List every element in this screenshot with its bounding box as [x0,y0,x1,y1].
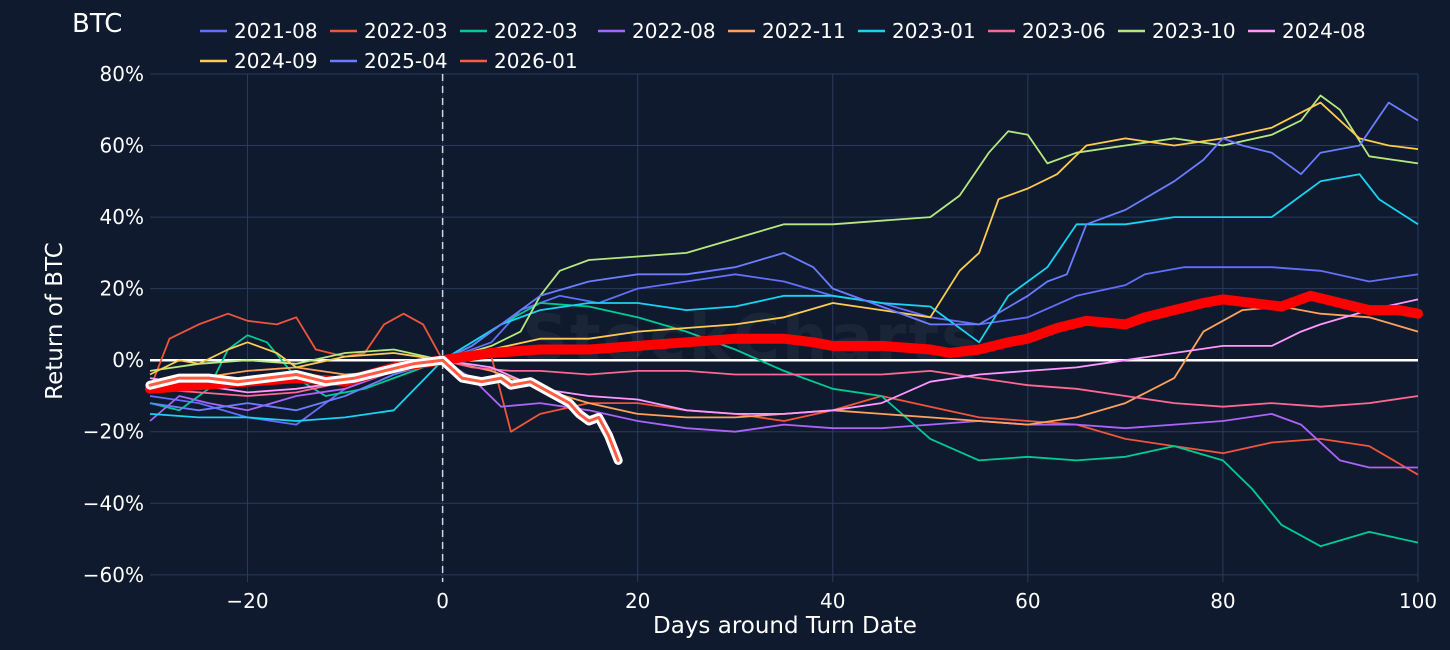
series-line-2023-10[interactable] [149,94,1419,372]
y-tick-label: 60% [100,134,144,158]
legend-item-2023-06[interactable]: 2023-06 [988,19,1106,43]
y-axis-title: Return of BTC [42,242,68,400]
legend-label: 2024-08 [1282,19,1366,43]
legend-label: 2022-03 [364,19,448,43]
legend-item-2021-08[interactable]: 2021-08 [200,19,318,43]
legend-item-2024-08[interactable]: 2024-08 [1248,19,1366,43]
legend-item-2026-01[interactable]: 2026-01 [460,49,578,73]
series-line-2026-01[interactable] [148,358,620,462]
legend-item-2022-11[interactable]: 2022-11 [728,19,846,43]
y-tick-label: −40% [83,491,144,515]
legend-label: 2023-01 [892,19,976,43]
legend-label: 2021-08 [234,19,318,43]
x-axis-title: Days around Turn Date [653,613,917,639]
x-tick-label: 80 [1210,589,1235,613]
legend-label: 2023-10 [1152,19,1236,43]
legend[interactable]: 2021-08 2022-03 2022-03 2022-08 2022-11 2023-… [200,19,1366,73]
y-tick-label: −20% [83,420,144,444]
y-tick-label: −60% [83,563,144,587]
y-tick-label: 20% [100,277,144,301]
series-line-2022-08[interactable] [149,359,1418,469]
legend-item-2023-01[interactable]: 2023-01 [858,19,976,43]
legend-item-2024-09[interactable]: 2024-09 [200,49,318,73]
y-tick-label: 0% [112,348,144,372]
series-line-2022-03[interactable] [149,312,1419,476]
y-tick-label: 80% [100,62,144,86]
x-tick-label: −20 [226,589,268,613]
chart-title: BTC [72,9,122,39]
legend-label: 2024-09 [234,49,318,73]
legend-label: 2022-03 [494,19,578,43]
legend-label: 2022-08 [632,19,716,43]
x-tick-label: 60 [1015,589,1040,613]
series-layer [145,94,1423,548]
legend-label: 2025-04 [364,49,448,73]
legend-item-2022-03[interactable]: 2022-03 [460,19,578,43]
series-line-2024-09[interactable] [149,101,1419,376]
legend-item-2022-03[interactable]: 2022-03 [330,19,448,43]
legend-item-2023-10[interactable]: 2023-10 [1118,19,1236,43]
legend-label: 2026-01 [494,49,578,73]
x-tick-label: 0 [436,589,449,613]
legend-label: 2023-06 [1022,19,1106,43]
x-tick-label: 100 [1399,589,1437,613]
x-tick-label: 40 [820,589,845,613]
x-tick-label: 20 [625,589,650,613]
series-line-2022-03[interactable] [149,302,1419,548]
legend-item-2022-08[interactable]: 2022-08 [598,19,716,43]
legend-label: 2022-11 [762,19,846,43]
axis-ticks: −20 0 20 40 60 80 100 −60% −40% −20% 0% 20% 40% 60% 80… [83,62,1437,613]
series-line-2023-01[interactable] [149,173,1419,422]
legend-item-2025-04[interactable]: 2025-04 [330,49,448,73]
y-tick-label: 40% [100,205,144,229]
